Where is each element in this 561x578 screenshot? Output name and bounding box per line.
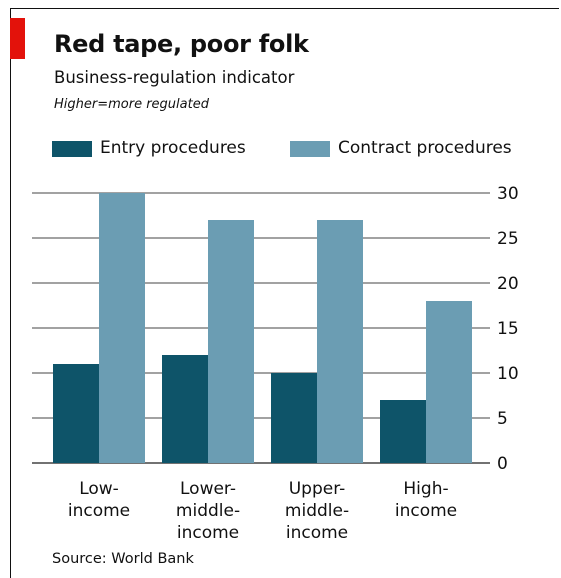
- bar-entry-procedures: [53, 364, 99, 463]
- x-category-label: Upper- middle- income: [284, 479, 350, 543]
- legend-label-entry: Entry procedures: [100, 138, 246, 158]
- bar-contract-procedures: [208, 220, 254, 463]
- bars: [53, 193, 472, 463]
- x-category-label: Lower- middle- income: [175, 479, 241, 543]
- bar-contract-procedures: [317, 220, 363, 463]
- source-note: Source: World Bank: [52, 551, 194, 567]
- legend-swatch-contract: [290, 140, 330, 157]
- chart-subtitle: Business-regulation indicator: [54, 68, 295, 87]
- y-tick-label: 0: [497, 454, 508, 474]
- bar-contract-procedures: [99, 193, 145, 463]
- chart-note: Higher=more regulated: [54, 97, 209, 112]
- bar-entry-procedures: [162, 355, 208, 463]
- legend-contract-procedures: Contract procedures: [290, 140, 512, 157]
- brand-tag: [10, 18, 25, 59]
- x-category-label: Low- income: [67, 479, 131, 521]
- y-tick-label: 25: [497, 229, 519, 249]
- bar-entry-procedures: [271, 373, 317, 463]
- chart-frame: [10, 8, 559, 578]
- y-tick-label: 15: [497, 319, 519, 339]
- legend-label-contract: Contract procedures: [338, 138, 512, 158]
- x-category-label: High- income: [394, 479, 458, 521]
- bar-entry-procedures: [380, 400, 426, 463]
- y-tick-label: 30: [497, 184, 519, 204]
- bar-contract-procedures: [426, 301, 472, 463]
- y-tick-label: 10: [497, 364, 519, 384]
- chart-title: Red tape, poor folk: [54, 30, 309, 58]
- legend-swatch-entry: [52, 140, 92, 157]
- legend-entry-procedures: Entry procedures: [52, 140, 246, 157]
- y-tick-label: 5: [497, 409, 508, 429]
- y-axis-ticks: 0 5 10 15 20 25 30: [497, 184, 519, 474]
- y-tick-label: 20: [497, 274, 519, 294]
